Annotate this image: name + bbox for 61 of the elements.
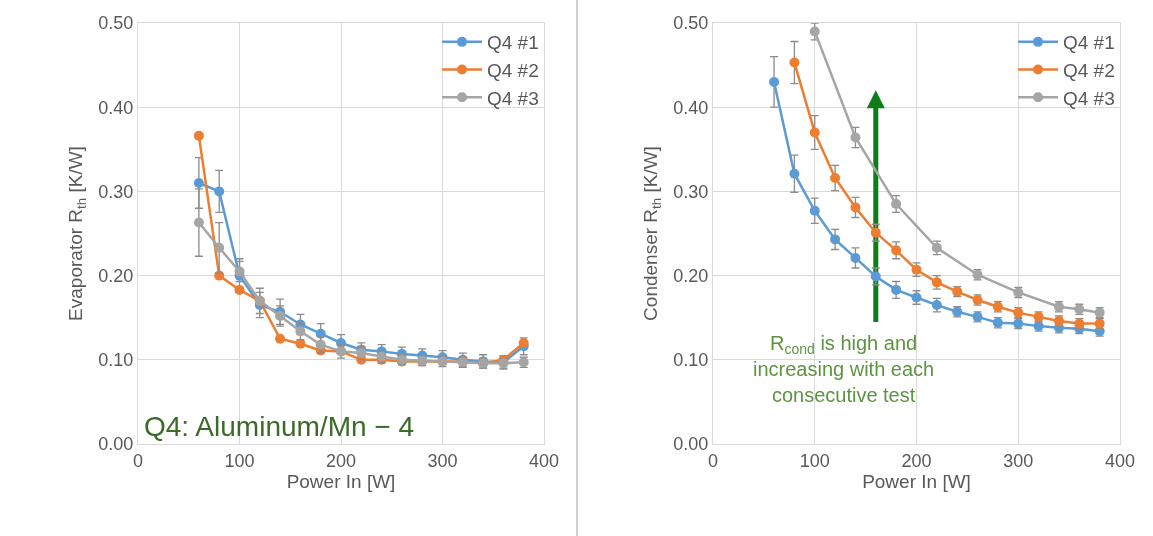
point <box>809 26 820 37</box>
legend-label: Q4 #2 <box>1063 59 1115 81</box>
point <box>295 326 306 337</box>
point <box>830 234 841 245</box>
point <box>830 172 841 183</box>
point <box>809 127 820 138</box>
x-tick-label: 200 <box>901 450 932 471</box>
point <box>789 57 800 68</box>
point <box>850 252 861 263</box>
y-tick-label: 0.40 <box>98 97 134 118</box>
point <box>891 199 902 210</box>
point <box>850 132 861 143</box>
point <box>295 338 306 349</box>
x-tick-label: 400 <box>1104 450 1136 471</box>
y-tick-label: 0.20 <box>673 265 709 286</box>
point <box>234 266 245 277</box>
y-tick-label: 0.30 <box>98 181 134 202</box>
y-tick-label: 0.50 <box>673 13 709 34</box>
y-tick-label: 0.10 <box>98 350 134 371</box>
y-tick-label: 0.30 <box>673 181 709 202</box>
point <box>891 284 902 295</box>
y-tick-label: 0.40 <box>673 97 709 118</box>
y-tick-label: 0.00 <box>673 434 709 455</box>
point <box>870 271 881 282</box>
point <box>214 242 225 253</box>
point <box>193 217 204 228</box>
point <box>891 245 902 256</box>
point <box>789 168 800 179</box>
point <box>850 202 861 213</box>
point <box>193 177 204 188</box>
point <box>275 311 286 322</box>
point <box>193 130 204 141</box>
legend-label: Q4 #1 <box>1063 32 1115 54</box>
y-tick-label: 0.50 <box>98 13 134 34</box>
y-tick-label: 0.20 <box>98 265 134 286</box>
annotation: Q4: Aluminum/Mn − 4 <box>144 411 415 442</box>
point <box>870 227 881 238</box>
x-tick-label: 0 <box>132 450 144 471</box>
x-tick-label: 200 <box>325 450 357 471</box>
point <box>809 205 820 216</box>
annotation: R$_{cond}$ is high and increasing with each consecutive test <box>753 332 935 406</box>
point <box>315 339 326 350</box>
x-tick-label: 100 <box>224 450 255 471</box>
legend-label: Q4 #1 <box>487 32 539 54</box>
point <box>275 333 286 344</box>
x-axis-title: Power In [W] <box>286 470 396 492</box>
legend-label: Q4 #3 <box>487 87 539 109</box>
x-tick-label: 300 <box>1003 450 1034 471</box>
legend-label: Q4 #2 <box>487 59 539 81</box>
point <box>214 186 225 197</box>
y-tick-label: 0.00 <box>98 434 134 455</box>
x-tick-label: 0 <box>707 450 719 471</box>
legend-label: Q4 #3 <box>1063 87 1115 109</box>
point <box>234 284 245 295</box>
y-tick-label: 0.10 <box>673 350 709 371</box>
x-tick-label: 100 <box>799 450 830 471</box>
x-tick-label: 300 <box>427 450 458 471</box>
x-axis-title: Power In [W] <box>862 470 971 492</box>
x-tick-label: 400 <box>528 450 560 471</box>
point <box>769 76 780 87</box>
point <box>518 337 529 348</box>
